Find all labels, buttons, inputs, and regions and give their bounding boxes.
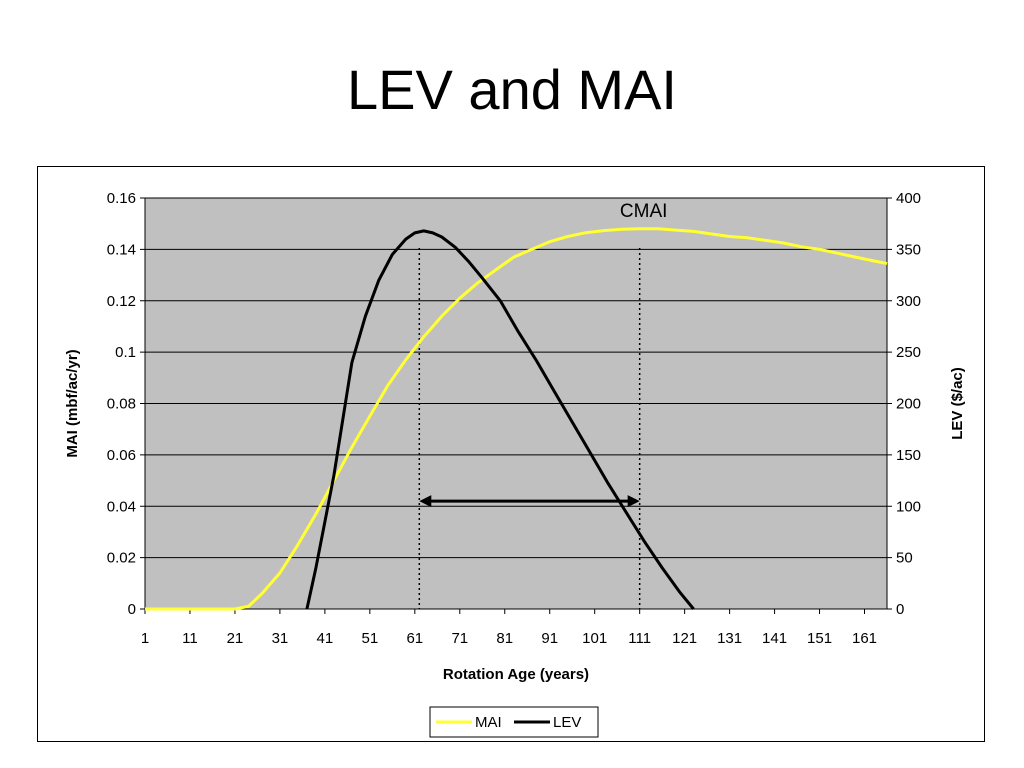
x-tick-label: 101 xyxy=(582,630,607,647)
x-tick-label: 1 xyxy=(141,630,149,647)
right-tick-label: 50 xyxy=(896,550,913,567)
x-tick-label: 11 xyxy=(182,630,198,647)
right-axis-title: LEV ($/ac) xyxy=(949,367,966,440)
legend: MAI LEV xyxy=(429,706,599,738)
series-line-lev xyxy=(305,229,695,610)
arrow-head-left xyxy=(419,495,432,508)
left-tick-label: 0.02 xyxy=(107,550,136,567)
left-tick-label: 0.16 xyxy=(107,190,136,207)
rotation-range-arrow xyxy=(419,495,640,508)
left-tick-label: 0.08 xyxy=(107,396,136,413)
x-tick-label: 141 xyxy=(762,630,787,647)
arrow-head-right xyxy=(627,495,640,508)
x-tick-label: 131 xyxy=(717,630,742,647)
left-axis-ticks: 0 0.02 0.04 0.06 0.08 0.1 0.12 0.14 0.16 xyxy=(107,190,145,618)
series-line-mai xyxy=(145,227,888,611)
x-tick-label: 51 xyxy=(362,630,379,647)
left-axis-title: MAI (mbf/ac/yr) xyxy=(64,349,81,457)
cmai-guides xyxy=(418,248,641,609)
x-axis-ticks: 1 11 21 31 41 51 61 71 81 91 101 111 121 131 141 151 161 xyxy=(141,609,877,647)
chart-frame: 1 11 21 31 41 51 61 71 81 91 101 111 121 131 141 151 161… xyxy=(37,166,985,742)
right-tick-label: 400 xyxy=(896,190,921,207)
x-tick-label: 161 xyxy=(852,630,877,647)
legend-mai-label: MAI xyxy=(475,714,502,731)
right-tick-label: 0 xyxy=(896,601,904,618)
left-tick-label: 0.06 xyxy=(107,447,136,464)
left-tick-label: 0.12 xyxy=(107,293,136,310)
x-tick-label: 151 xyxy=(807,630,832,647)
x-tick-label: 71 xyxy=(451,630,468,647)
right-tick-label: 300 xyxy=(896,293,921,310)
right-tick-label: 100 xyxy=(896,498,921,515)
left-tick-label: 0.14 xyxy=(107,241,136,258)
x-tick-label: 31 xyxy=(272,630,289,647)
right-axis-ticks: 0 50 100 150 200 250 300 350 400 xyxy=(887,190,921,618)
right-tick-label: 250 xyxy=(896,344,921,361)
left-tick-label: 0.04 xyxy=(107,498,136,515)
slide-title: LEV and MAI xyxy=(347,58,677,121)
x-tick-label: 91 xyxy=(541,630,558,647)
left-tick-label: 0 xyxy=(128,601,136,618)
x-tick-label: 41 xyxy=(317,630,334,647)
x-tick-label: 121 xyxy=(672,630,697,647)
x-axis-title: Rotation Age (years) xyxy=(443,666,589,683)
x-tick-label: 61 xyxy=(406,630,423,647)
cmai-label: CMAI xyxy=(620,201,668,222)
right-tick-label: 200 xyxy=(896,396,921,413)
left-tick-label: 0.1 xyxy=(115,344,136,361)
x-tick-label: 21 xyxy=(227,630,244,647)
right-tick-label: 350 xyxy=(896,241,921,258)
x-tick-label: 111 xyxy=(628,630,651,647)
series-lines xyxy=(145,227,888,611)
right-tick-label: 150 xyxy=(896,447,921,464)
lev-mai-chart: 1 11 21 31 41 51 61 71 81 91 101 111 121 131 141 151 161… xyxy=(64,190,966,738)
legend-lev-label: LEV xyxy=(553,714,581,731)
x-tick-label: 81 xyxy=(496,630,513,647)
